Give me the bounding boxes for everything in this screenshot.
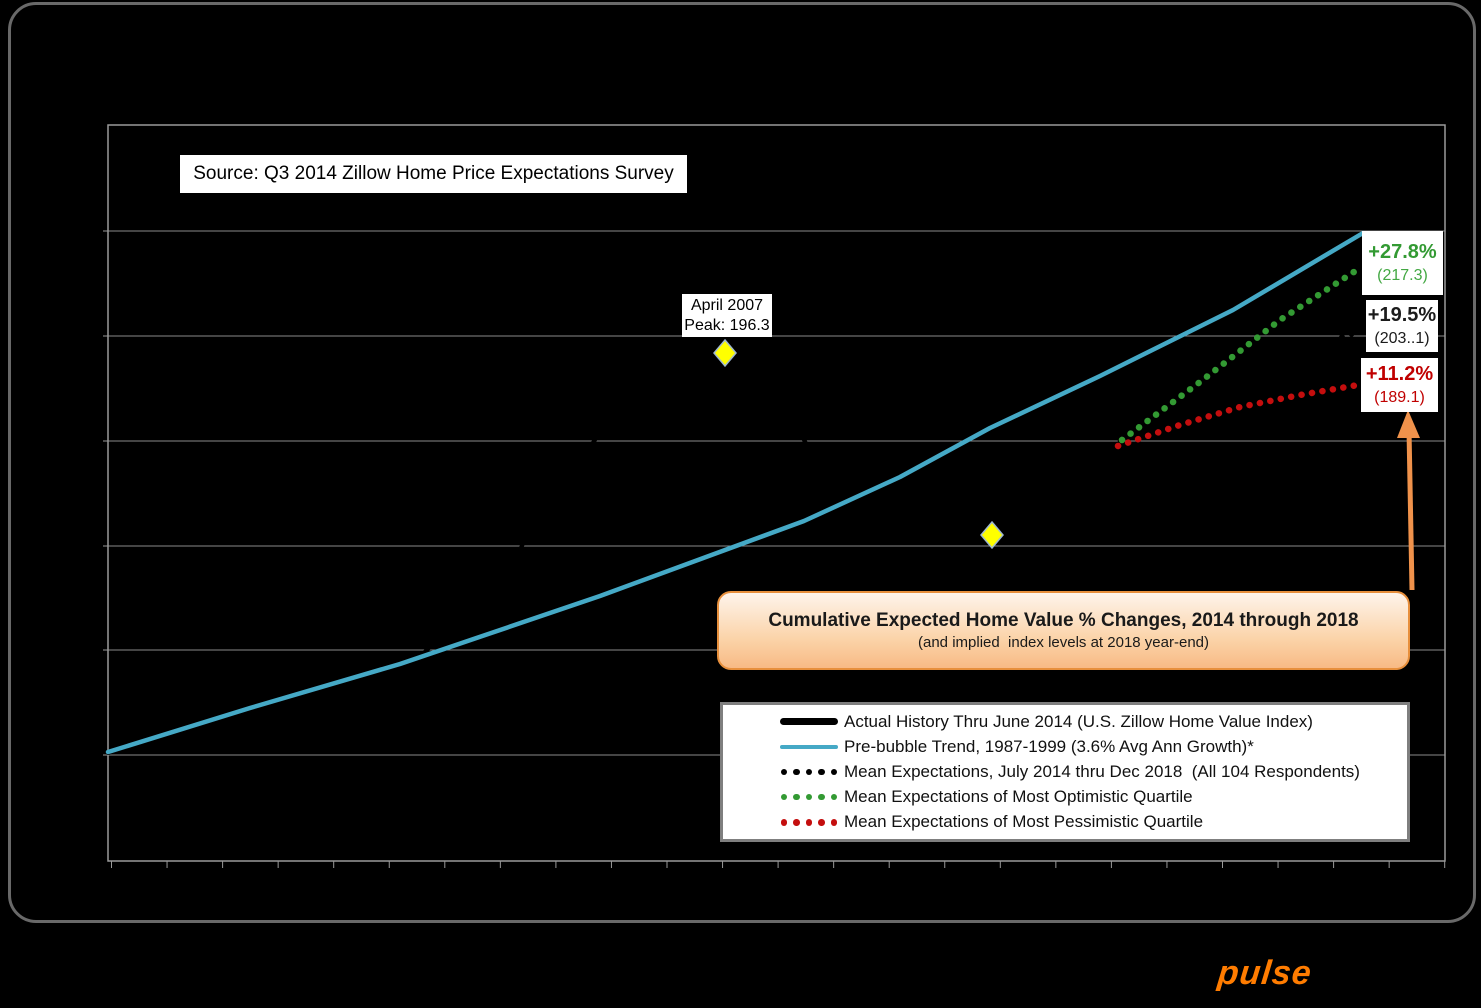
all-respondents-endpoint-label: +19.5% (203..1) xyxy=(1366,300,1438,352)
legend-label: Mean Expectations of Most Optimistic Qua… xyxy=(844,787,1193,807)
plot-border xyxy=(107,124,1446,862)
optimistic-endpoint-label: +27.8% (217.3) xyxy=(1362,231,1443,295)
legend-label: Mean Expectations, July 2014 thru Dec 20… xyxy=(844,761,1360,781)
legend-item-pessimistic-quartile: Mean Expectations of Most Pessimistic Qu… xyxy=(723,810,1407,835)
pessimistic-pct: +11.2% xyxy=(1365,363,1434,385)
annotation-arrow-shaft xyxy=(1406,429,1415,591)
optimistic-pct: +27.8% xyxy=(1368,241,1437,263)
legend-label: Actual History Thru June 2014 (U.S. Zill… xyxy=(844,711,1313,731)
all-respondents-implied-index: (203..1) xyxy=(1374,330,1430,347)
pre-bubble-trend-line xyxy=(105,230,1366,755)
all-respondents-pct: +19.5% xyxy=(1367,304,1437,326)
callout-box: Cumulative Expected Home Value % Changes… xyxy=(717,591,1410,670)
callout-subtitle: (and implied index levels at 2018 year-e… xyxy=(918,634,1209,651)
peak-annotation: April 2007 Peak: 196.3 xyxy=(682,294,772,337)
pessimistic-implied-index: (189.1) xyxy=(1374,389,1425,406)
legend-item-prebubble-trend: Pre-bubble Trend, 1987-1999 (3.6% Avg An… xyxy=(723,734,1407,759)
dots-swatch-icon xyxy=(779,819,839,826)
source-label: Source: Q3 2014 Zillow Home Price Expect… xyxy=(180,155,687,193)
legend: Actual History Thru June 2014 (U.S. Zill… xyxy=(720,702,1410,842)
actual-history-line xyxy=(106,354,1122,755)
legend-label: Pre-bubble Trend, 1987-1999 (3.6% Avg An… xyxy=(844,736,1254,756)
trough-marker xyxy=(980,520,1004,550)
dots-swatch-icon xyxy=(779,793,839,801)
pessimistic-dotted-line xyxy=(1114,381,1362,450)
peak-annotation-line2: Peak: 196.3 xyxy=(684,316,770,334)
peak-annotation-line1: April 2007 xyxy=(690,296,764,314)
callout-title: Cumulative Expected Home Value % Changes… xyxy=(768,610,1359,631)
legend-label: Mean Expectations of Most Pessimistic Qu… xyxy=(844,812,1204,832)
dots-swatch-icon xyxy=(779,768,839,776)
line-swatch-icon xyxy=(779,744,839,749)
optimistic-dotted-line xyxy=(1118,264,1364,444)
slide-frame xyxy=(8,2,1476,923)
legend-item-optimistic-quartile: Mean Expectations of Most Optimistic Qua… xyxy=(723,785,1407,810)
thick-line-swatch-icon xyxy=(779,718,839,726)
mean-expectations-dotted-line xyxy=(1117,326,1363,445)
optimistic-implied-index: (217.3) xyxy=(1377,267,1428,284)
pulse-logo: pulse xyxy=(1216,954,1314,992)
legend-item-actual-history: Actual History Thru June 2014 (U.S. Zill… xyxy=(723,709,1407,734)
legend-item-mean-expectations: Mean Expectations, July 2014 thru Dec 20… xyxy=(723,759,1407,784)
april-2007-peak-marker xyxy=(713,338,737,368)
pessimistic-endpoint-label: +11.2% (189.1) xyxy=(1361,358,1438,412)
annotation-arrow-head xyxy=(1397,410,1420,438)
